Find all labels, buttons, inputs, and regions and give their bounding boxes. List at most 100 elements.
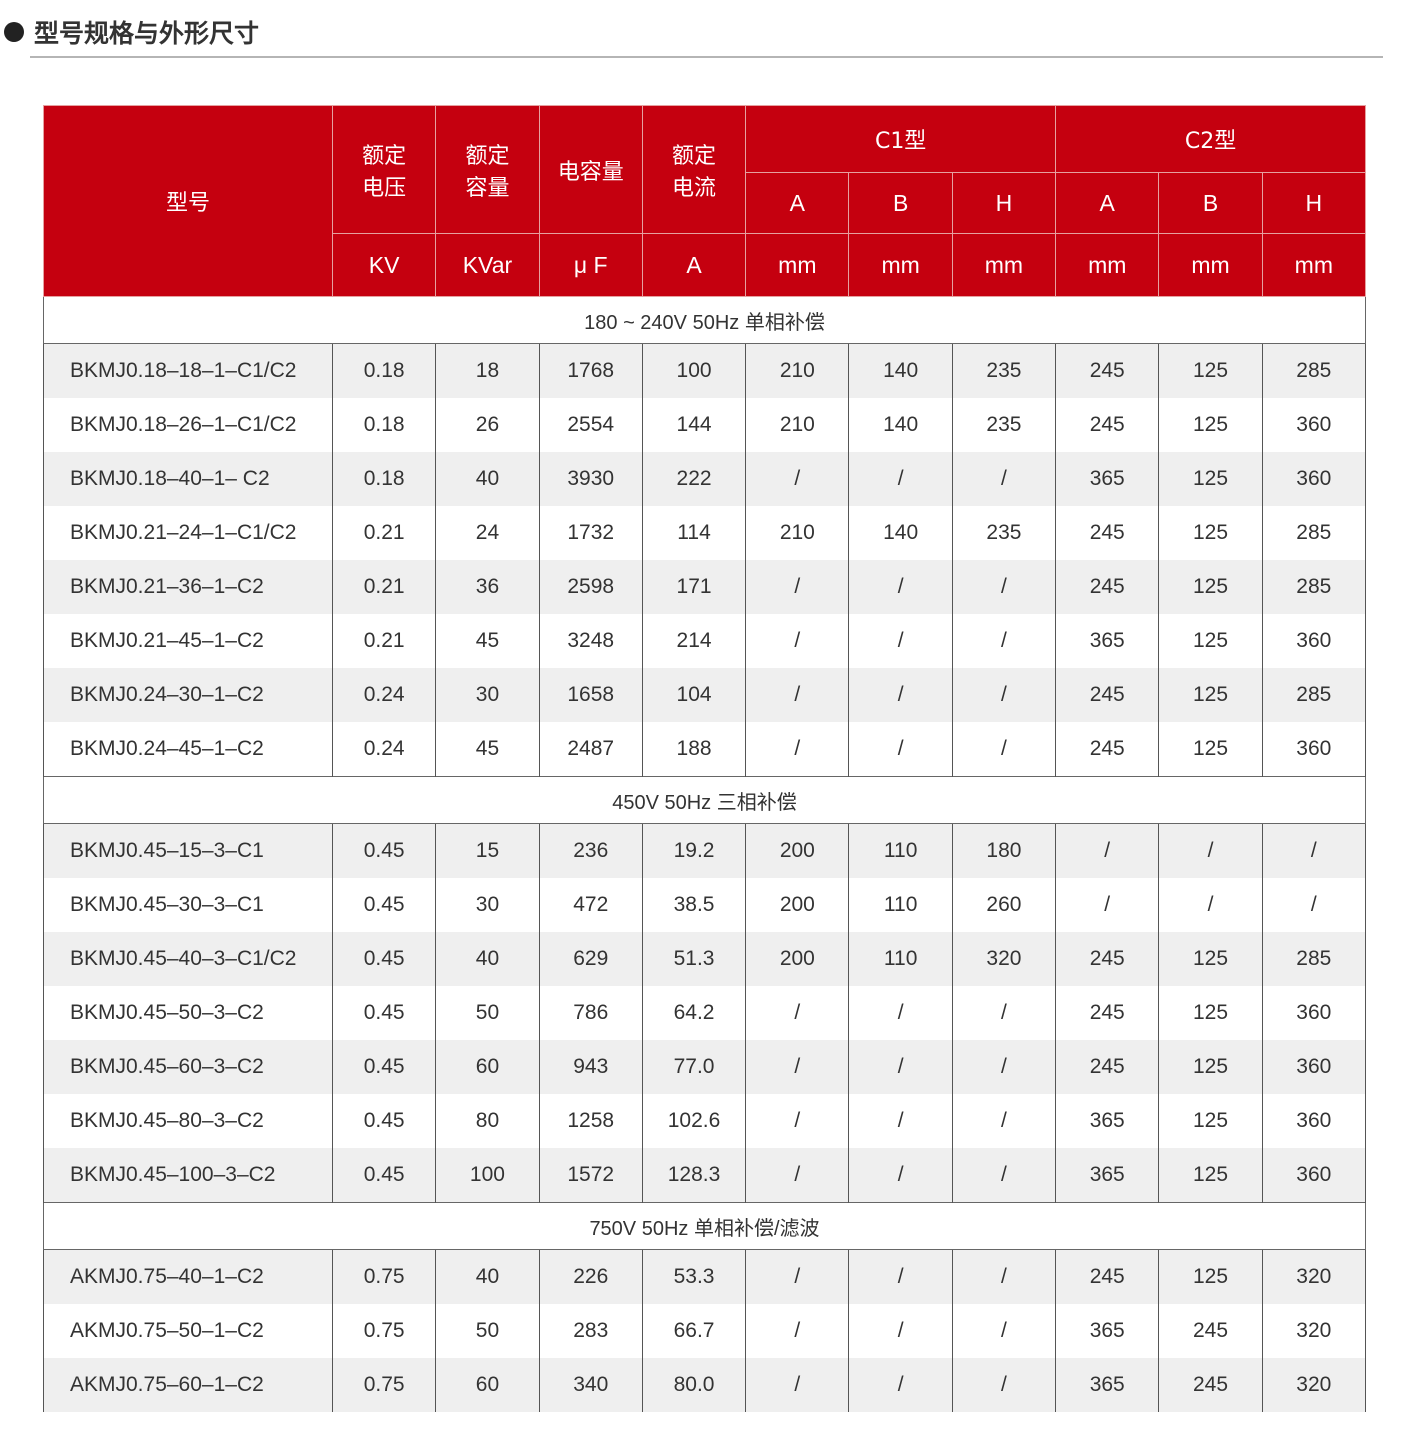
value-cell: / bbox=[951, 986, 1057, 1040]
table-row: AKMJ0.75–50–1–C2 0.75 50 283 66.7///365 245 32… bbox=[43, 1304, 1366, 1358]
value-cell: / bbox=[848, 560, 953, 614]
value-cell: / bbox=[848, 986, 953, 1040]
header-unit: A bbox=[641, 233, 747, 297]
header-unit: mm bbox=[745, 233, 850, 297]
value-cell: 285 bbox=[1261, 668, 1366, 722]
value-cell: / bbox=[848, 614, 953, 668]
value-cell: / bbox=[848, 1249, 953, 1304]
page-title: 型号规格与外形尺寸 bbox=[34, 19, 260, 48]
value-cell: / bbox=[745, 1148, 850, 1203]
value-cell: 0.24 bbox=[331, 722, 437, 777]
value-cell: 360 bbox=[1261, 452, 1366, 506]
value-cell: 110 bbox=[848, 823, 953, 878]
value-cell: 50 bbox=[435, 986, 540, 1040]
value-cell: 236 bbox=[538, 823, 643, 878]
value-cell: 0.75 bbox=[331, 1358, 437, 1412]
value-cell: 285 bbox=[1261, 932, 1366, 986]
value-cell: 60 bbox=[435, 1358, 540, 1412]
value-cell: 26 bbox=[435, 398, 540, 452]
value-cell: 0.45 bbox=[331, 986, 437, 1040]
value-cell: 0.21 bbox=[331, 560, 437, 614]
value-cell: / bbox=[951, 1094, 1057, 1148]
model-cell: AKMJ0.75–50–1–C2 bbox=[43, 1304, 333, 1358]
value-cell: 1768 bbox=[538, 343, 643, 398]
value-cell: 110 bbox=[848, 878, 953, 932]
value-cell: 360 bbox=[1261, 1094, 1366, 1148]
model-cell: BKMJ0.18–40–1– C2 bbox=[43, 452, 333, 506]
value-cell: 66.7 bbox=[641, 1304, 747, 1358]
value-cell: 222 bbox=[641, 452, 747, 506]
value-cell: 2554 bbox=[538, 398, 643, 452]
value-cell: / bbox=[848, 452, 953, 506]
value-cell: / bbox=[745, 986, 850, 1040]
value-cell: 0.18 bbox=[331, 343, 437, 398]
value-cell: / bbox=[951, 1358, 1057, 1412]
value-cell: 245 bbox=[1158, 1304, 1263, 1358]
value-cell: / bbox=[848, 668, 953, 722]
value-cell: 0.45 bbox=[331, 932, 437, 986]
value-cell: 1258 bbox=[538, 1094, 643, 1148]
value-cell: 125 bbox=[1158, 398, 1263, 452]
table-row: BKMJ0.24–30–1–C2 0.24 30 1658 104///245 125 28… bbox=[43, 668, 1366, 722]
header-unit: μ F bbox=[538, 233, 643, 297]
value-cell: 1658 bbox=[538, 668, 643, 722]
value-cell: 0.45 bbox=[331, 1094, 437, 1148]
value-cell: 45 bbox=[435, 614, 540, 668]
value-cell: 125 bbox=[1158, 1094, 1263, 1148]
value-cell: / bbox=[1261, 878, 1366, 932]
header-unit: mm bbox=[1055, 233, 1160, 297]
value-cell: 0.45 bbox=[331, 1148, 437, 1203]
value-cell: 2487 bbox=[538, 722, 643, 777]
value-cell: 245 bbox=[1055, 932, 1160, 986]
header-unit: KVar bbox=[435, 233, 540, 297]
header-unit: mm bbox=[951, 233, 1057, 297]
table-row: BKMJ0.18–18–1–C1/C2 0.18 18 1768 100 210 140 23… bbox=[43, 343, 1366, 398]
value-cell: 3930 bbox=[538, 452, 643, 506]
value-cell: 18 bbox=[435, 343, 540, 398]
header-model: 型号 bbox=[43, 105, 333, 297]
value-cell: 125 bbox=[1158, 932, 1263, 986]
value-cell: 245 bbox=[1055, 1249, 1160, 1304]
value-cell: 245 bbox=[1055, 986, 1160, 1040]
value-cell: 629 bbox=[538, 932, 643, 986]
value-cell: 245 bbox=[1055, 560, 1160, 614]
value-cell: / bbox=[745, 1249, 850, 1304]
value-cell: 1732 bbox=[538, 506, 643, 560]
value-cell: / bbox=[951, 1304, 1057, 1358]
value-cell: / bbox=[745, 1304, 850, 1358]
value-cell: / bbox=[1158, 823, 1263, 878]
value-cell: 365 bbox=[1055, 1358, 1160, 1412]
header-c1: C1型 bbox=[745, 105, 1057, 173]
value-cell: 360 bbox=[1261, 986, 1366, 1040]
value-cell: 214 bbox=[641, 614, 747, 668]
section-heading: 型号规格与外形尺寸 bbox=[4, 14, 259, 50]
header-voltage: 额定 电压 bbox=[331, 105, 437, 234]
value-cell: 100 bbox=[641, 343, 747, 398]
value-cell: 64.2 bbox=[641, 986, 747, 1040]
header-capacity: 额定 容量 bbox=[435, 105, 540, 234]
value-cell: 53.3 bbox=[641, 1249, 747, 1304]
value-cell: 360 bbox=[1261, 398, 1366, 452]
value-cell: 245 bbox=[1055, 1040, 1160, 1094]
value-cell: 102.6 bbox=[641, 1094, 747, 1148]
value-cell: 30 bbox=[435, 878, 540, 932]
model-cell: BKMJ0.21–45–1–C2 bbox=[43, 614, 333, 668]
value-cell: 320 bbox=[1261, 1249, 1366, 1304]
model-cell: BKMJ0.24–30–1–C2 bbox=[43, 668, 333, 722]
value-cell: / bbox=[848, 1358, 953, 1412]
value-cell: / bbox=[745, 560, 850, 614]
value-cell: 125 bbox=[1158, 668, 1263, 722]
table-row: BKMJ0.18–26–1–C1/C2 0.18 26 2554 144 210 140 23… bbox=[43, 398, 1366, 452]
value-cell: 210 bbox=[745, 506, 850, 560]
value-cell: 114 bbox=[641, 506, 747, 560]
table-row: BKMJ0.21–24–1–C1/C2 0.21 24 1732 114 210 140 23… bbox=[43, 506, 1366, 560]
table-row: BKMJ0.18–40–1– C2 0.18 40 3930 222///365 125 3… bbox=[43, 452, 1366, 506]
value-cell: / bbox=[951, 614, 1057, 668]
value-cell: 80 bbox=[435, 1094, 540, 1148]
value-cell: 125 bbox=[1158, 1148, 1263, 1203]
table-row: BKMJ0.45–60–3–C2 0.45 60 943 77.0///245 125 36… bbox=[43, 1040, 1366, 1094]
value-cell: 1572 bbox=[538, 1148, 643, 1203]
value-cell: / bbox=[848, 1094, 953, 1148]
value-cell: 36 bbox=[435, 560, 540, 614]
header-unit: KV bbox=[331, 233, 437, 297]
